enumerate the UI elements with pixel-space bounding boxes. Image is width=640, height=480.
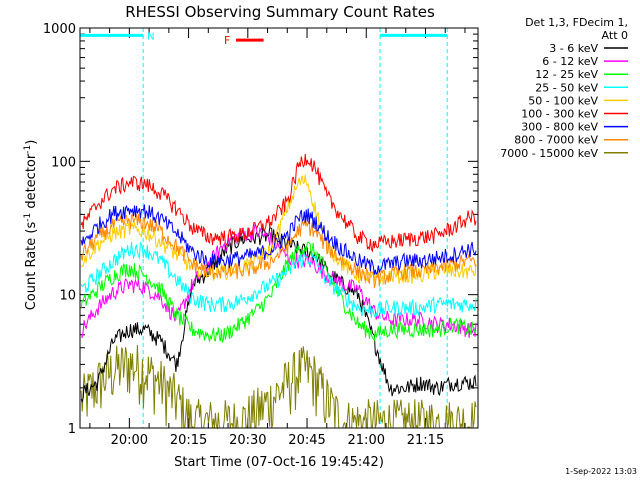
series-line-8 (80, 344, 477, 430)
footer-date: 1-Sep-2022 13:03 (565, 467, 637, 476)
legend-label-3: 25 - 50 keV (535, 81, 598, 94)
y-axis-label-sup1: -1 (23, 213, 33, 222)
series-line-3 (80, 241, 477, 320)
legend-label-5: 100 - 300 keV (521, 108, 598, 121)
plot-frame (79, 27, 479, 429)
x-tick-label-4: 21:00 (348, 433, 385, 448)
legend-label-0: 3 - 6 keV (549, 42, 598, 55)
axis-ticks: 20:00 20:15 20:30 20:45 21:00 21:15 1 10 100 1000 (43, 22, 478, 448)
y-tick-label-3: 1000 (43, 22, 76, 37)
y-tick-label-2: 100 (51, 155, 76, 170)
y-axis-label: Count Rate (s-1 detector-1) (23, 140, 39, 311)
legend-label-1: 6 - 12 keV (542, 55, 598, 68)
y-axis-label-start: Count Rate (s (24, 222, 39, 311)
x-axis-label: Start Time (07-Oct-16 19:45:42) (174, 455, 384, 470)
x-tick-label-1: 20:15 (170, 433, 207, 448)
legend-label-8: 7000 - 15000 keV (500, 147, 598, 160)
legend-label-6: 300 - 800 keV (521, 121, 598, 134)
legend-header-line1: Det 1,3, FDecim 1, (525, 16, 628, 29)
night-label: N (147, 31, 154, 42)
y-tick-label-0: 1 (68, 422, 76, 437)
x-tick-label-2: 20:30 (229, 433, 266, 448)
series-line-6 (80, 204, 477, 275)
legend-label-7: 800 - 7000 keV (514, 134, 598, 147)
chart-title: RHESSI Observing Summary Count Rates (125, 3, 435, 21)
series-line-0 (80, 227, 477, 403)
legend-header-line2: Att 0 (602, 29, 628, 42)
series-line-4 (80, 174, 477, 285)
flare-label: F (224, 34, 230, 47)
series-line-2 (80, 241, 477, 344)
x-tick-label-0: 20:00 (111, 433, 148, 448)
svg-text:Count Rate (s-1 detector-1): Count Rate (s-1 detector-1) (23, 140, 39, 311)
x-tick-label-3: 20:45 (288, 433, 325, 448)
y-axis-label-mid: detector (24, 153, 39, 213)
series-line-5 (80, 154, 477, 253)
y-axis-label-sup2: -1 (23, 145, 33, 154)
y-axis-label-end: ) (24, 140, 39, 145)
series-line-7 (80, 214, 477, 289)
y-tick-label-1: 10 (59, 289, 76, 304)
legend-label-2: 12 - 25 keV (535, 68, 598, 81)
series-lines (80, 154, 477, 430)
x-tick-label-5: 21:15 (407, 433, 444, 448)
legend-label-4: 50 - 100 keV (528, 94, 598, 107)
